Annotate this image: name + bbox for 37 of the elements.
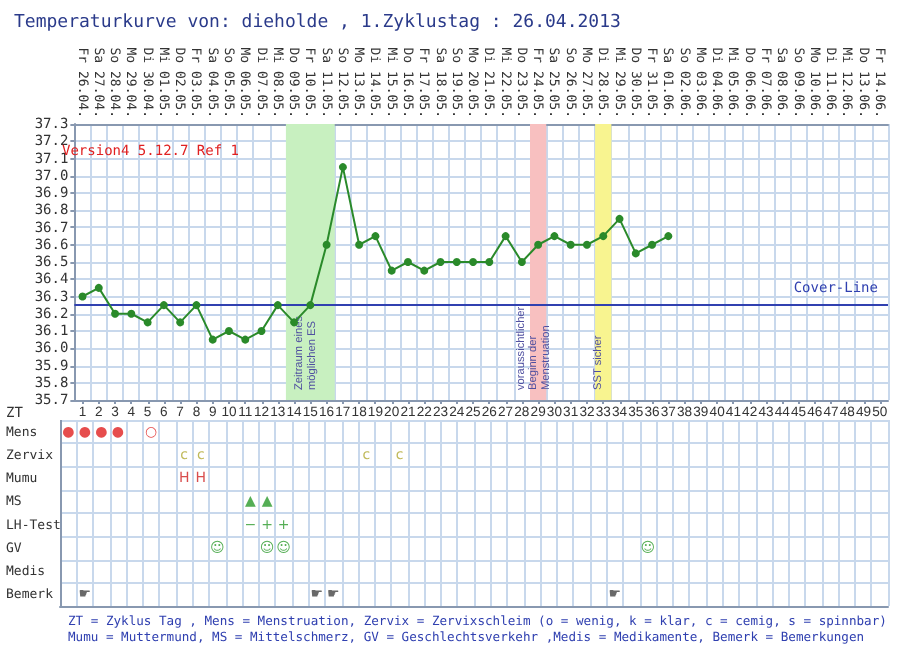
point	[469, 258, 478, 266]
point	[517, 258, 526, 266]
point	[566, 240, 575, 249]
point	[403, 258, 412, 266]
point	[306, 301, 315, 310]
point	[159, 301, 168, 310]
point	[452, 258, 461, 266]
point	[143, 318, 152, 327]
point	[241, 335, 250, 344]
point	[224, 327, 233, 335]
point	[664, 232, 673, 241]
point	[631, 249, 640, 258]
chart-title: Temperaturkurve von: dieholde , 1.Zyklustag : 26.04.2013	[14, 13, 621, 33]
point	[371, 232, 380, 241]
point	[208, 335, 217, 344]
point	[94, 283, 103, 292]
point	[648, 240, 657, 249]
point	[322, 240, 331, 249]
point	[78, 292, 87, 301]
point	[501, 232, 510, 241]
point	[338, 163, 347, 172]
point	[127, 309, 136, 318]
point	[355, 240, 364, 249]
point	[615, 214, 624, 223]
point	[176, 318, 185, 327]
point	[485, 258, 494, 266]
point	[550, 232, 559, 241]
point	[257, 327, 266, 335]
point	[599, 232, 608, 241]
point	[192, 301, 201, 310]
point	[534, 240, 543, 249]
point	[387, 266, 396, 275]
point	[273, 301, 282, 310]
point	[111, 309, 120, 318]
point	[420, 266, 429, 275]
point	[436, 258, 445, 266]
point	[582, 240, 591, 249]
